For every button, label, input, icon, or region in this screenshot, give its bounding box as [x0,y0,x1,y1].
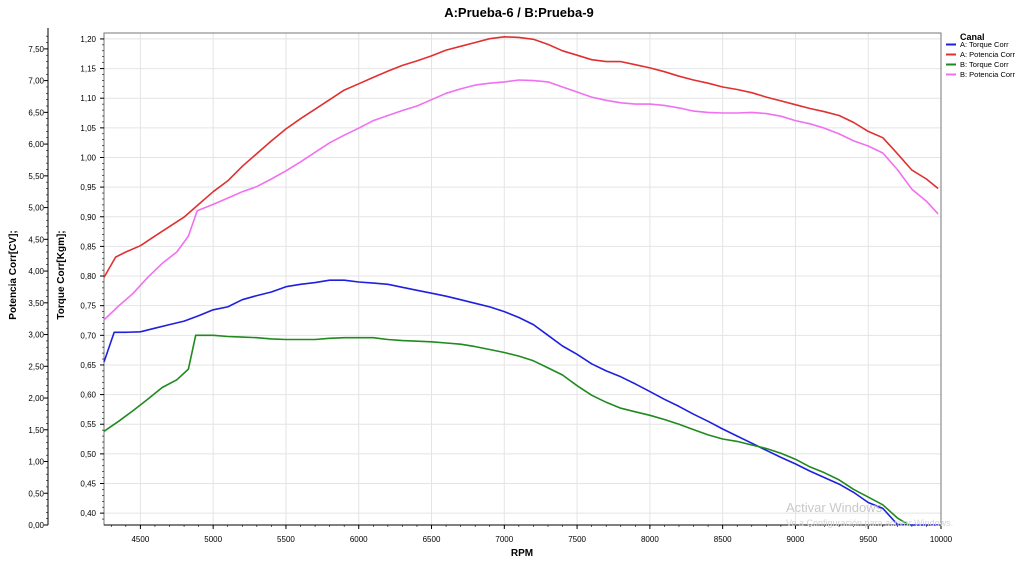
power-tick-label: 0,00 [28,521,44,530]
torque-tick-label: 0,45 [80,480,96,489]
torque-tick-label: 1,10 [80,94,96,103]
rpm-tick-label: 9500 [859,535,877,544]
grid [104,33,942,525]
power-axis-ticks: 0,00 0,50 1,00 1,50 2,00 2,50 3,00 3,50 4,00 4,50… [28,35,48,530]
power-tick-label: 7,00 [28,77,44,86]
power-tick-label: 0,50 [28,489,44,498]
power-tick-label: 2,50 [28,362,44,371]
legend-label-a-potencia-corr: A: Potencia Corr [960,50,1016,59]
torque-tick-label: 0,60 [80,391,96,400]
power-tick-label: 6,50 [28,108,44,117]
legend-title: Canal [960,32,985,42]
power-axis-title: Potencia Corr[CV]; [8,230,19,319]
series-line-a-torque-corr [103,279,939,526]
torque-tick-label: 1,00 [80,153,96,162]
rpm-tick-label: 7500 [568,535,586,544]
series-lines [103,35,939,526]
chart-title: A:Prueba-6 / B:Prueba-9 [444,5,594,20]
legend-label-b-torque-corr: B: Torque Corr [960,60,1009,69]
plot-area-frame [103,32,942,526]
rpm-tick-label: 8500 [714,535,732,544]
power-tick-label: 7,50 [28,45,44,54]
torque-tick-label: 0,40 [80,509,96,518]
torque-tick-label: 0,85 [80,242,96,251]
power-tick-label: 5,00 [28,204,44,213]
rpm-tick-label: 8000 [641,535,659,544]
torque-tick-label: 1,15 [80,65,96,74]
torque-tick-label: 1,05 [80,124,96,133]
series-line-b-torque-corr [103,334,910,526]
rpm-tick-label: 10000 [930,535,953,544]
rpm-axis-title: RPM [511,548,533,559]
power-tick-label: 4,00 [28,267,44,276]
rpm-tick-label: 7000 [495,535,513,544]
power-tick-label: 1,50 [28,426,44,435]
torque-tick-label: 0,80 [80,272,96,281]
torque-tick-label: 0,70 [80,331,96,340]
rpm-tick-label: 6500 [423,535,441,544]
torque-tick-label: 0,90 [80,213,96,222]
power-tick-label: 3,50 [28,299,44,308]
legend-label-b-potencia-corr: B: Potencia Corr [960,70,1016,79]
rpm-tick-label: 4500 [131,535,149,544]
torque-axis-title: Torque Corr[Kgm]; [56,230,67,319]
torque-tick-label: 0,65 [80,361,96,370]
rpm-tick-label: 9000 [787,535,805,544]
rpm-tick-label: 5000 [204,535,222,544]
power-tick-label: 2,00 [28,394,44,403]
legend-label-a-torque-corr: A: Torque Corr [960,40,1009,49]
activation-watermark-title: Activar Windows [786,500,883,515]
torque-tick-label: 0,75 [80,302,96,311]
power-tick-label: 4,50 [28,235,44,244]
torque-tick-label: 1,20 [80,35,96,44]
power-tick-label: 6,00 [28,140,44,149]
rpm-tick-label: 6000 [350,535,368,544]
rpm-tick-label: 5500 [277,535,295,544]
series-line-a-potencia-corr [103,35,939,278]
torque-tick-label: 0,50 [80,450,96,459]
power-tick-label: 5,50 [28,172,44,181]
torque-axis-ticks: 0,40 0,45 0,50 0,55 0,60 0,65 0,70 0,75 0,80 0,85… [80,35,104,520]
rpm-axis-ticks: 4500 5000 5500 6000 6500 7000 7500 8000 8500 9000… [110,525,953,544]
series-line-b-potencia-corr [103,79,939,321]
torque-tick-label: 0,95 [80,183,96,192]
torque-tick-label: 0,55 [80,420,96,429]
activation-watermark-subtitle: Ve a Configuración para activar Windows. [786,518,953,528]
power-tick-label: 3,00 [28,331,44,340]
power-tick-label: 1,00 [28,458,44,467]
